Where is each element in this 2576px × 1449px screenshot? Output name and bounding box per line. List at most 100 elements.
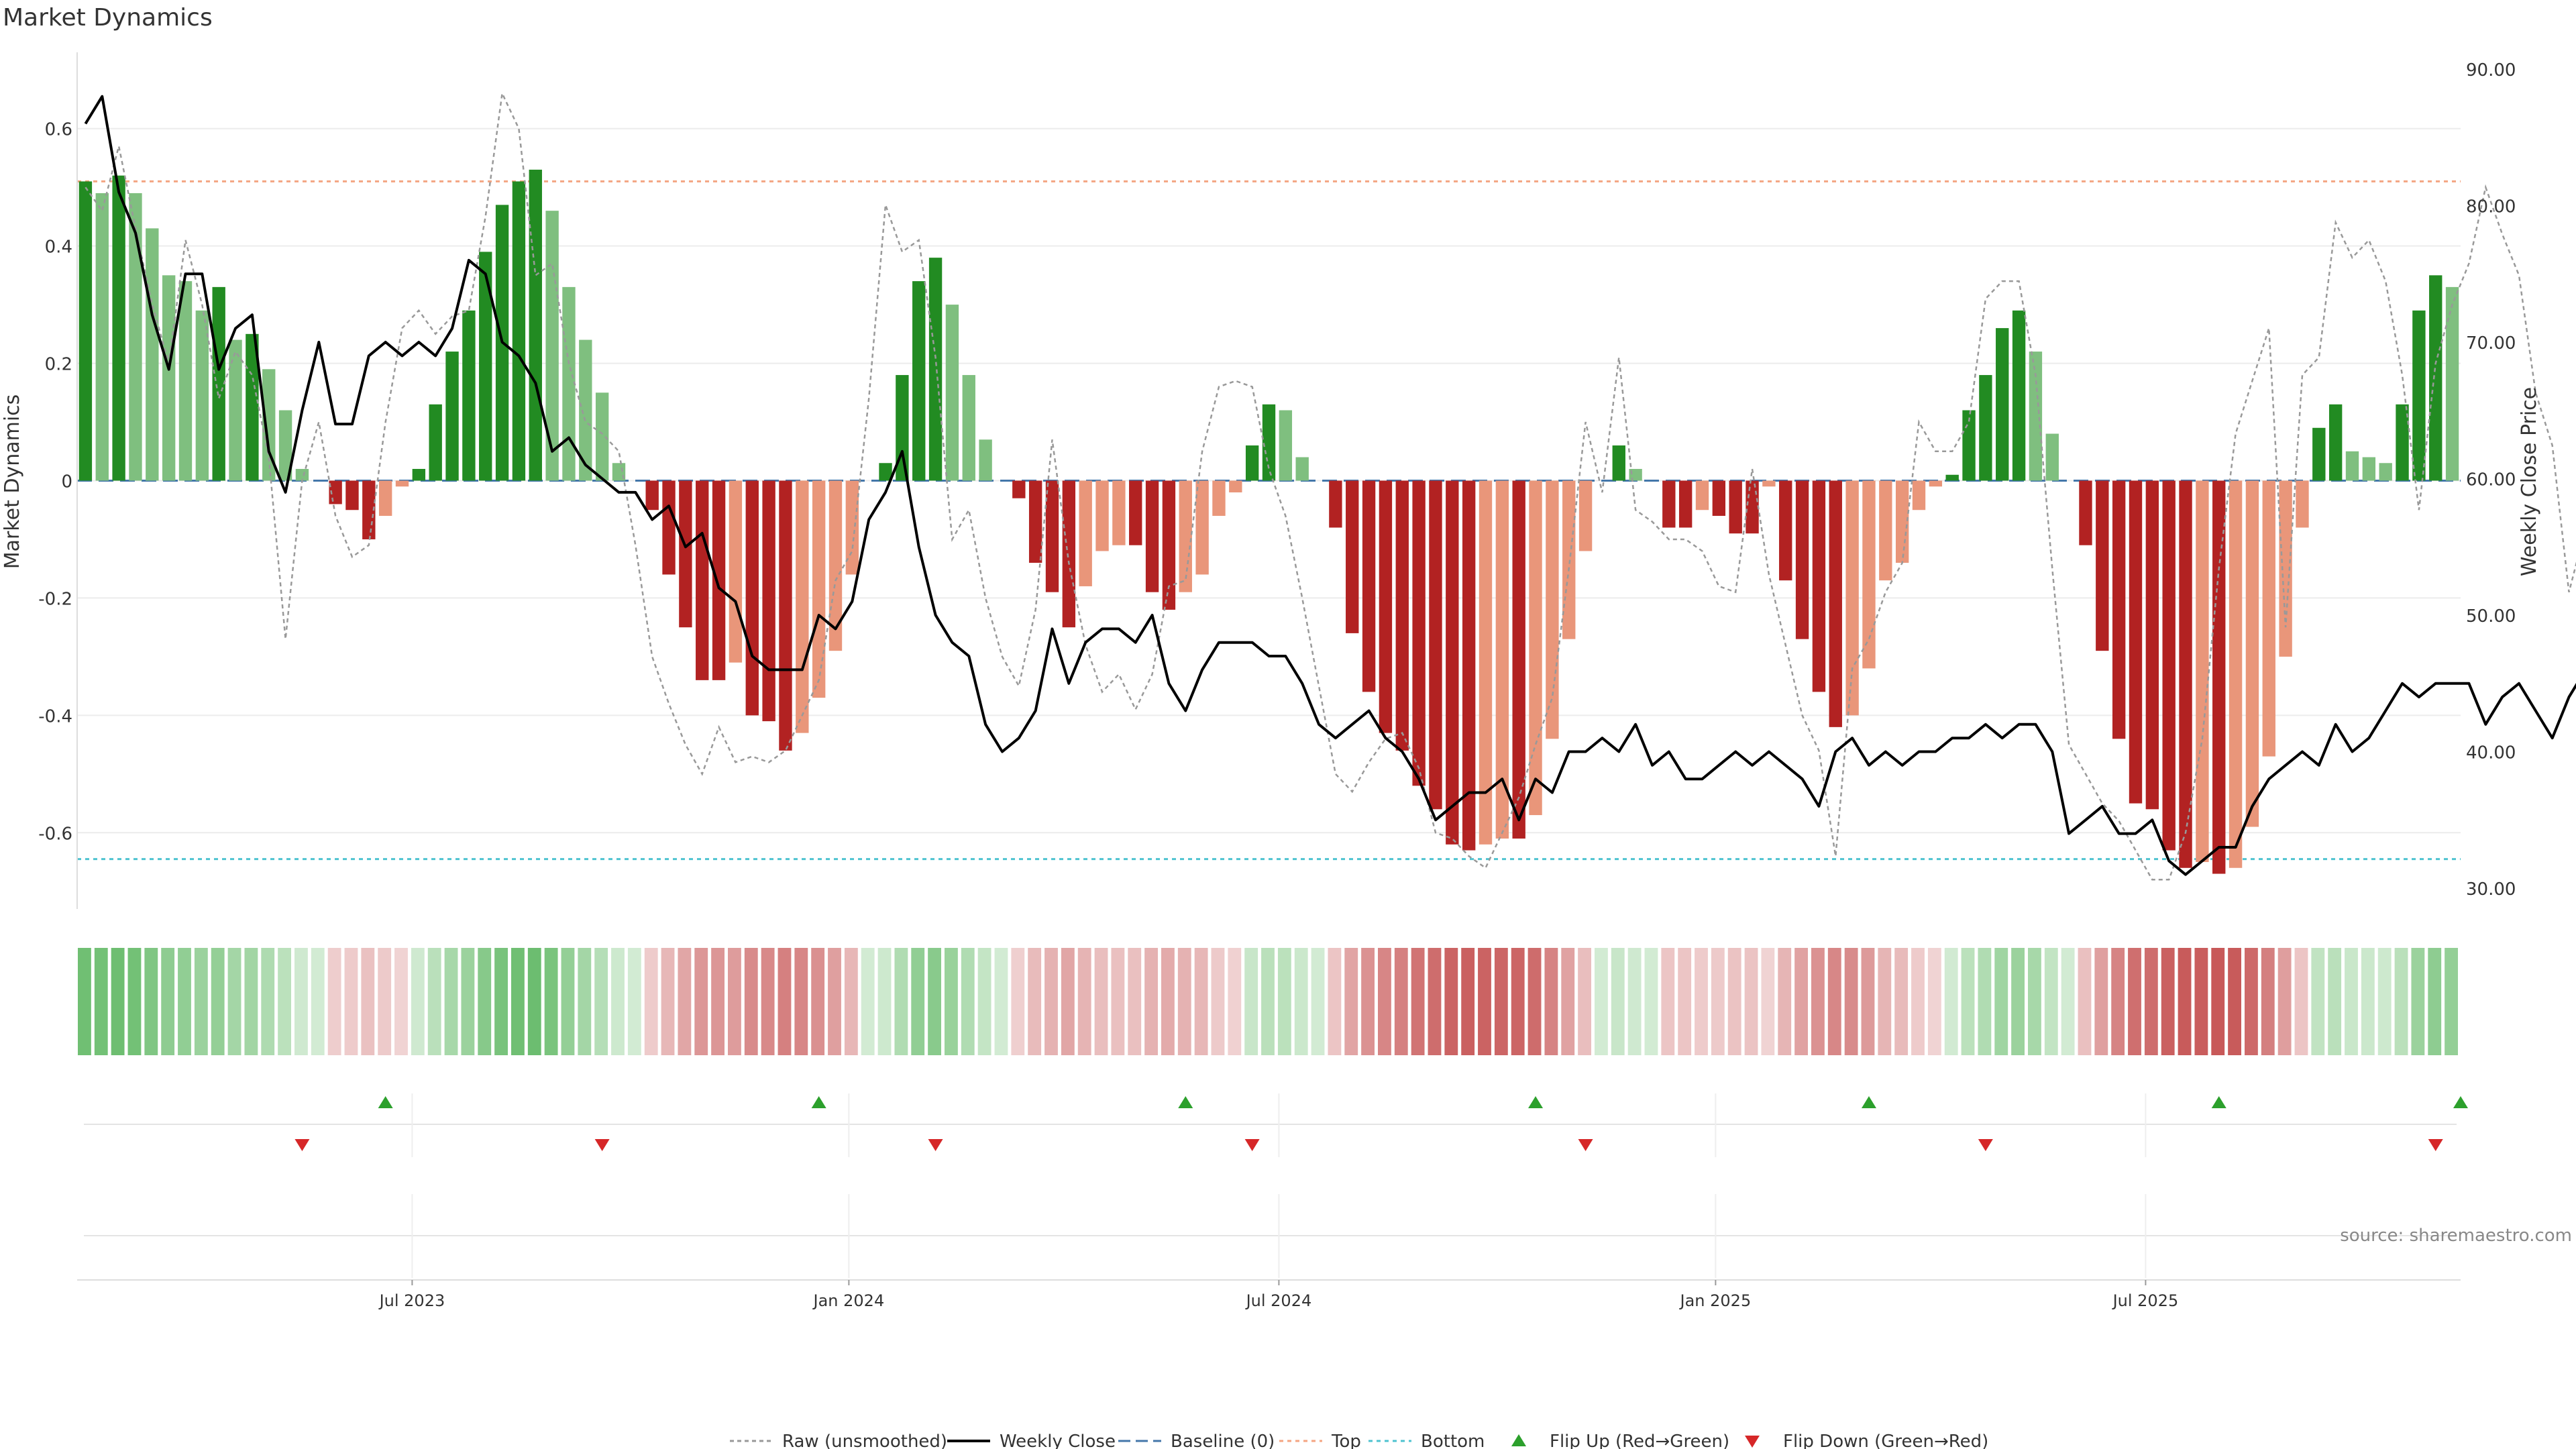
bar — [412, 469, 426, 481]
x-tick-label: Jul 2025 — [2112, 1291, 2179, 1310]
heat-cell — [461, 948, 475, 1055]
heat-cell — [2044, 948, 2058, 1055]
heat-cell — [2361, 948, 2375, 1055]
heat-cell — [1761, 948, 1775, 1055]
heat-cell — [2144, 948, 2158, 1055]
bar — [2196, 480, 2209, 863]
heat-cell — [2111, 948, 2125, 1055]
legend-flip-up-swatch — [1511, 1434, 1526, 1446]
bar — [1779, 480, 1792, 581]
heat-cell — [1861, 948, 1875, 1055]
bar — [2328, 404, 2343, 481]
bar — [2412, 310, 2426, 481]
bar — [1245, 445, 1259, 481]
bar — [1446, 480, 1459, 845]
heat-cell — [1394, 948, 1408, 1055]
heat-cell — [1361, 948, 1375, 1055]
bar — [2145, 480, 2159, 810]
bar — [545, 211, 559, 481]
heat-cell — [1627, 948, 1642, 1055]
bar — [1712, 480, 1726, 516]
bar — [1462, 480, 1476, 851]
heat-cell — [511, 948, 525, 1055]
heat-cell — [1961, 948, 1975, 1055]
flip-up-marker — [378, 1096, 393, 1108]
bar — [1279, 410, 1293, 481]
heat-cell — [1428, 948, 1442, 1055]
heat-cell — [2011, 948, 2025, 1055]
heat-cell — [1028, 948, 1042, 1055]
heat-cell — [427, 948, 441, 1055]
heat-cell — [1011, 948, 1025, 1055]
bar — [1879, 480, 1892, 581]
close-line — [84, 95, 2576, 876]
bar — [1512, 480, 1525, 839]
bar — [1395, 480, 1409, 751]
heat-cell — [627, 948, 641, 1055]
bar — [828, 480, 843, 651]
bar — [1429, 480, 1442, 810]
heat-cell — [1678, 948, 1692, 1055]
bar — [78, 181, 93, 481]
heat-cell — [278, 948, 291, 1055]
bar — [2429, 275, 2443, 481]
y2-tick-label: 40.00 — [2466, 743, 2516, 763]
flip-down-marker — [1978, 1139, 1993, 1151]
bar — [1862, 480, 1876, 669]
heat-cell — [2261, 948, 2275, 1055]
heat-cell — [2345, 948, 2358, 1055]
y2-tick-label: 50.00 — [2466, 606, 2516, 627]
bar — [696, 480, 709, 680]
x-tick-label: Jul 2023 — [378, 1291, 445, 1310]
y-tick-label: -0.2 — [38, 589, 72, 609]
bar — [2445, 286, 2459, 481]
legend-label: Bottom — [1421, 1432, 1485, 1449]
bar — [1729, 480, 1742, 534]
bar — [945, 305, 959, 481]
heat-cell — [611, 948, 625, 1055]
heat-cell — [1177, 948, 1191, 1055]
bar — [2296, 480, 2309, 528]
bar — [1062, 480, 1076, 628]
heat-cell — [1794, 948, 1808, 1055]
heat-cell — [311, 948, 325, 1055]
bar — [1979, 375, 1992, 481]
heat-cell — [594, 948, 608, 1055]
bar — [2096, 480, 2109, 651]
legend-label: Raw (unsmoothed) — [782, 1432, 947, 1449]
bar — [1562, 480, 1576, 639]
bar — [1695, 480, 1709, 511]
heat-cell — [1411, 948, 1425, 1055]
x-tick-label: Jan 2024 — [812, 1291, 885, 1310]
bar — [1662, 480, 1676, 528]
heat-cell — [394, 948, 408, 1055]
heat-cell — [244, 948, 258, 1055]
heat-cell — [1461, 948, 1475, 1055]
heat-cell — [2245, 948, 2258, 1055]
flip-down-marker — [594, 1139, 610, 1151]
heat-cell — [1144, 948, 1158, 1055]
heat-cell — [1978, 948, 1992, 1055]
heat-cell — [1578, 948, 1591, 1055]
bar — [1112, 480, 1126, 545]
chart-title: Market Dynamics — [3, 4, 213, 32]
bar — [1295, 457, 1309, 481]
bar — [912, 281, 926, 481]
bar — [1079, 480, 1092, 586]
heat-cell — [1894, 948, 1909, 1055]
raw-line — [85, 90, 2576, 881]
bar — [1746, 480, 1759, 534]
bar — [2362, 457, 2376, 481]
y2-tick-label: 60.00 — [2466, 470, 2516, 490]
heat-cell — [261, 948, 275, 1055]
bar — [1678, 480, 1693, 528]
heat-strip — [78, 948, 2458, 1055]
heat-cell — [344, 948, 358, 1055]
flip-down-marker — [1244, 1139, 1260, 1151]
market-dynamics-bars — [78, 169, 2459, 874]
heat-cell — [1077, 948, 1091, 1055]
heat-cell — [894, 948, 908, 1055]
bar — [2012, 310, 2026, 481]
bar — [2045, 433, 2059, 481]
heat-cell — [2311, 948, 2325, 1055]
